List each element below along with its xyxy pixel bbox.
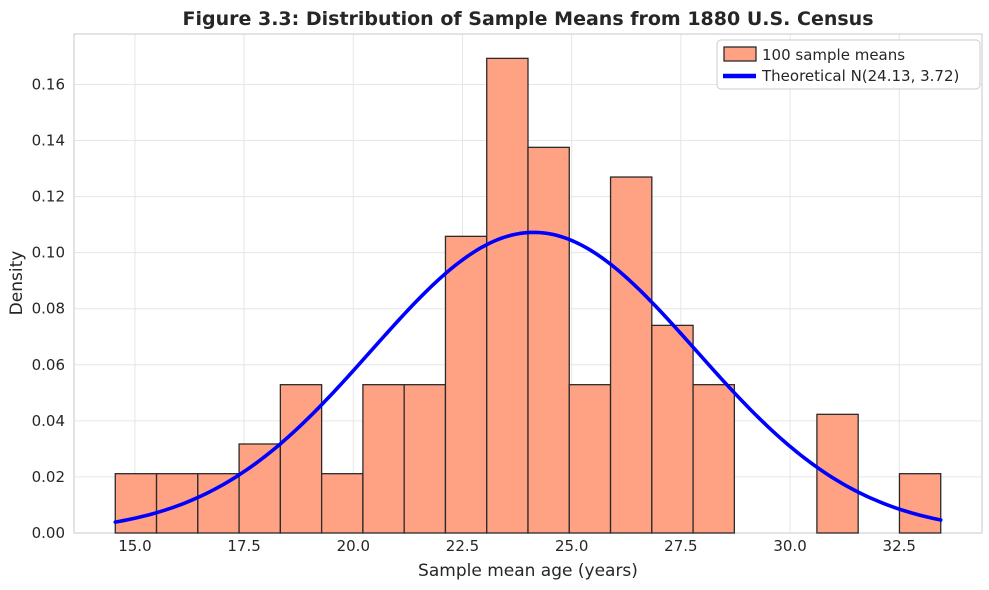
histogram-bar xyxy=(692,384,736,534)
y-tick-label: 0.12 xyxy=(32,188,65,206)
legend-label-histogram: 100 sample means xyxy=(762,46,905,64)
x-tick-label: 27.5 xyxy=(664,537,697,555)
x-tick-label: 15.0 xyxy=(118,537,151,555)
y-axis-label: Density xyxy=(7,251,27,316)
y-tick-labels: 0.00 0.02 0.04 0.06 0.08 0.10 0.12 0.14 0.16 xyxy=(32,75,65,542)
histogram-bar xyxy=(155,473,199,534)
x-tick-labels: 15.0 17.5 20.0 22.5 25.0 27.5 30.0 32.5 xyxy=(118,537,916,555)
histogram-bar xyxy=(609,176,653,534)
histogram-bar xyxy=(362,384,405,534)
histogram-bar xyxy=(568,384,612,534)
x-axis-label: Sample mean age (years) xyxy=(418,561,638,581)
legend-bar-swatch xyxy=(723,46,757,62)
histogram-bar xyxy=(898,473,942,534)
x-tick-label: 17.5 xyxy=(227,537,260,555)
histogram-bar xyxy=(527,146,570,534)
theoretical-normal-curve xyxy=(113,230,943,524)
x-tick-label: 32.5 xyxy=(883,537,916,555)
y-tick-label: 0.08 xyxy=(32,300,65,318)
x-tick-label: 30.0 xyxy=(773,537,806,555)
histogram-bar xyxy=(816,413,859,534)
histogram-bar xyxy=(238,443,282,534)
histogram-bar xyxy=(279,384,323,534)
histogram-bar xyxy=(651,324,694,534)
histogram-bar xyxy=(444,235,488,534)
histogram-bar xyxy=(486,57,529,534)
histogram-bar xyxy=(320,473,364,534)
legend: 100 sample means Theoretical N(24.13, 3.… xyxy=(716,39,981,90)
y-tick-label: 0.14 xyxy=(32,132,65,150)
histogram-bars xyxy=(114,57,942,534)
legend-box xyxy=(716,39,981,90)
x-tick-label: 22.5 xyxy=(446,537,479,555)
x-tick-label: 25.0 xyxy=(555,537,588,555)
histogram-bar xyxy=(114,473,158,534)
y-tick-label: 0.16 xyxy=(32,75,65,93)
histogram-bar xyxy=(197,473,240,534)
chart-title: Figure 3.3: Distribution of Sample Means… xyxy=(182,8,873,30)
histogram-bar xyxy=(403,384,447,534)
y-tick-label: 0.02 xyxy=(32,468,65,486)
x-tick-label: 20.0 xyxy=(337,537,370,555)
density-curve xyxy=(113,230,943,524)
y-tick-label: 0.00 xyxy=(32,524,65,542)
y-tick-label: 0.04 xyxy=(32,412,65,430)
legend-label-curve: Theoretical N(24.13, 3.72) xyxy=(761,67,959,85)
y-tick-label: 0.06 xyxy=(32,356,65,374)
y-tick-label: 0.10 xyxy=(32,244,65,262)
